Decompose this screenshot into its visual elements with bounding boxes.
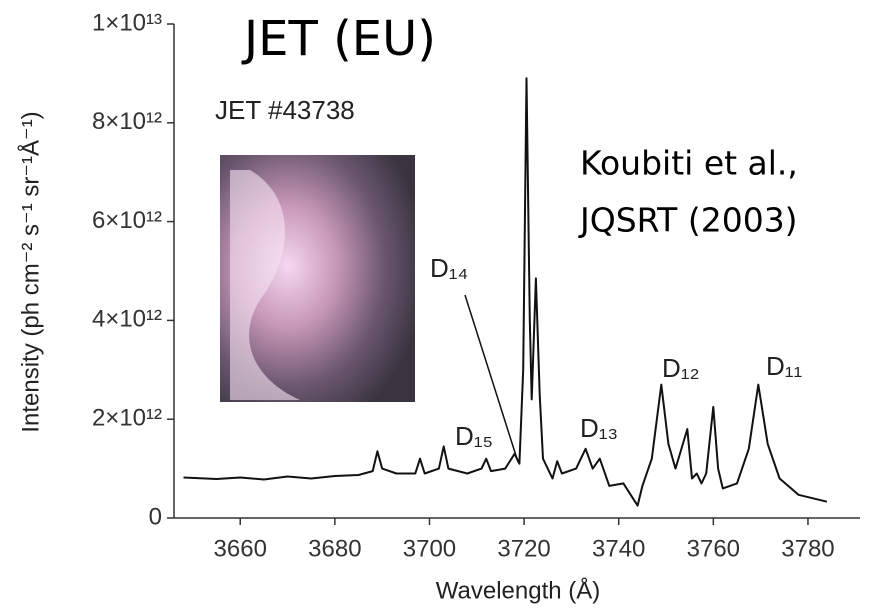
y-tick-label: 2×10¹²	[92, 405, 162, 432]
x-tick-label: 3700	[403, 535, 456, 562]
annotation: JET #43738	[215, 95, 355, 125]
peak-label: D₁₁	[766, 351, 803, 381]
x-tick-label: 3780	[781, 535, 834, 562]
x-tick-label: 3660	[214, 535, 267, 562]
inset-photo-detail	[230, 170, 300, 400]
x-tick-label: 3720	[497, 535, 550, 562]
y-axis-label: Intensity (ph cm⁻² s⁻¹ sr⁻¹Å⁻¹)	[16, 111, 44, 432]
peak-label: D₁₃	[580, 413, 618, 443]
peak-label: D₁₅	[455, 421, 493, 451]
y-tick-label: 6×10¹²	[92, 207, 162, 234]
annotation: Koubiti et al.,	[580, 144, 798, 183]
spectrum-line	[183, 77, 828, 507]
y-tick-label: 4×10¹²	[92, 306, 162, 333]
peak-label: D₁₄	[430, 253, 468, 283]
x-tick-label: 3760	[687, 535, 740, 562]
x-axis-label: Wavelength (Å)	[436, 576, 601, 604]
annotation: JQSRT (2003)	[578, 201, 798, 240]
y-tick-label: 1×10¹³	[92, 9, 162, 36]
peak-label: D₁₂	[662, 353, 700, 383]
x-tick-label: 3680	[308, 535, 361, 562]
chart-title: JET (EU)	[241, 11, 436, 67]
x-tick-label: 3740	[592, 535, 645, 562]
annotation-arrow	[464, 294, 519, 463]
y-tick-label: 0	[149, 503, 162, 530]
y-tick-label: 8×10¹²	[92, 108, 162, 135]
